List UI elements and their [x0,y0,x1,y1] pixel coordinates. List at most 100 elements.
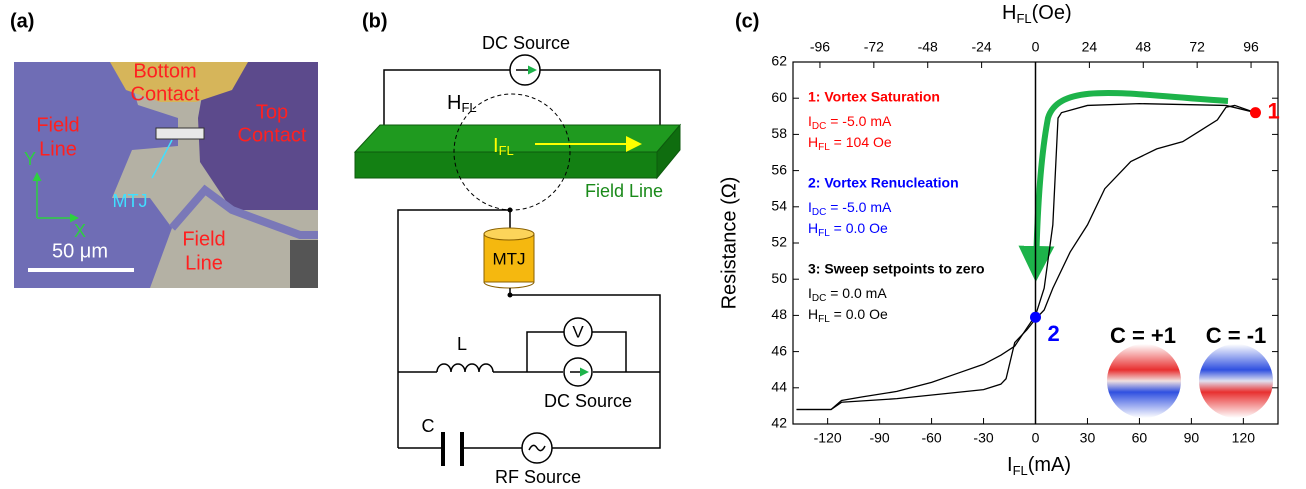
annotation: 2: Vortex Renucleation [808,175,959,191]
y-tick-label: 48 [771,306,787,322]
vortex-inset [1107,344,1181,418]
sweep-arrow [1018,90,1229,282]
annotation: FL [818,228,830,239]
x-tick-label: -30 [973,430,993,446]
label: Y [24,149,36,169]
label: Top [256,101,288,123]
x2-tick-label: 96 [1243,39,1259,55]
x2-tick-label: 0 [1032,39,1040,55]
marker-point [1030,311,1041,323]
annotation: H [808,220,818,236]
annotation: HFL = 104 Oe [808,134,892,153]
panel-a: (a) Bottom Contact Top Contact Field Lin… [10,10,318,288]
label: X [74,221,86,241]
axis-label: FL [1013,463,1028,478]
vortex-inset [1199,344,1273,418]
annotation: 3: Sweep setpoints to zero [808,261,985,277]
axis-label: IFL(mA) [1007,454,1071,478]
rf-symbol [528,444,546,452]
panel-label: (b) [362,10,388,32]
x-tick-label: -60 [921,430,941,446]
field-line [353,124,682,153]
y-tick-label: 44 [771,379,787,395]
annotation: = -5.0 mA [826,113,892,129]
x-tick-label: 0 [1032,430,1040,446]
label: L [457,334,467,354]
data-line [796,102,1256,411]
x2-tick-label: -96 [810,39,830,55]
point-label: 2 [1048,321,1060,346]
label: I [493,135,499,157]
annotation: I [808,199,812,215]
y-tick-label: 56 [771,161,787,177]
marker-point [1249,107,1261,119]
label: H [447,92,461,114]
point-label: 1 [1267,98,1279,123]
x2-tick-label: 72 [1189,39,1205,55]
label: Line [185,252,223,274]
label: FL [461,100,476,115]
annotation: = -5.0 mA [826,199,892,215]
label: IFL [493,135,514,158]
label: DC Source [544,391,632,411]
annotation: = 104 Oe [830,134,892,150]
y-tick-label: 58 [771,125,787,141]
label: RF Source [495,467,581,487]
axis-label: I [1007,454,1013,476]
panel-b: (b) DC Source HFL IFL Field Line MTJ V L… [353,10,682,487]
node [507,292,513,298]
annotation: I [808,285,812,301]
panel-label: (a) [10,10,34,32]
region [290,240,318,288]
data-line [796,104,1256,411]
y-tick-label: 50 [771,270,787,286]
annotation: = 0.0 mA [826,285,887,301]
x2-tick-label: -48 [918,39,938,55]
voltmeter [563,317,593,347]
y-tick-label: 52 [771,234,787,250]
wire [540,69,661,128]
label: Line [39,138,77,160]
x-tick-label: -90 [869,430,889,446]
label: Contact [131,83,200,105]
y-tick-label: 42 [771,415,787,431]
y-tick-label: 54 [771,198,787,214]
annotation: IDC = -5.0 mA [808,113,892,132]
wire [592,331,627,372]
y-tick-label: 62 [771,53,787,69]
x-tick-label: 30 [1080,430,1096,446]
axis-label: (mA) [1028,454,1071,476]
y-tick-label: 46 [771,342,787,358]
pad [110,62,248,102]
wire [383,69,510,128]
label: Field Line [585,181,663,201]
annotation: HFL = 0.0 Oe [808,220,888,239]
annotation: DC [812,293,826,304]
x2-tick-label: 24 [1082,39,1098,55]
field-loop [453,93,571,211]
region [14,62,178,288]
x2-tick-label: -72 [864,39,884,55]
wire [397,209,511,448]
label: Bottom [133,60,196,82]
panel-label: (c) [735,10,759,32]
annotation: FL [818,142,830,153]
x-tick-label: 120 [1232,430,1256,446]
region [198,62,318,210]
label: HFL [447,92,477,115]
x-tick-label: -120 [814,430,842,446]
mtj [483,233,535,283]
mtj [483,281,535,289]
mtj [483,227,535,241]
wire [526,331,564,372]
annotation: H [808,306,818,322]
edge [168,184,318,239]
field-line [656,123,681,180]
inset-label: C = +1 [1110,323,1176,348]
scale-label: 50 μm [52,240,108,262]
label: C [422,416,435,436]
device [155,127,205,140]
x-tick-label: 60 [1132,430,1148,446]
node [507,207,513,213]
